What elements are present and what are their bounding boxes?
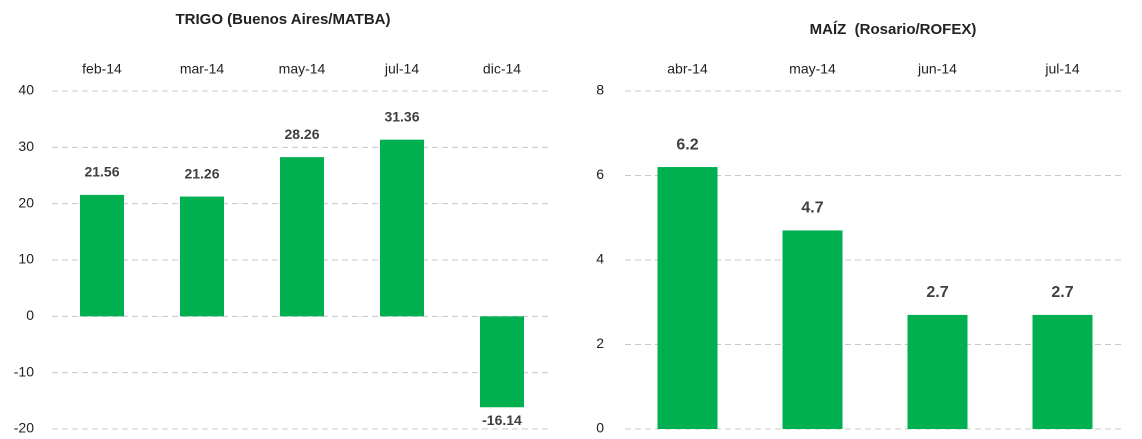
bar bbox=[280, 157, 324, 317]
value-label: 28.26 bbox=[284, 126, 319, 142]
value-label: -16.14 bbox=[482, 412, 522, 428]
value-label: 21.56 bbox=[84, 164, 119, 180]
x-tick-label: jul-14 bbox=[1044, 61, 1079, 77]
y-tick-label: 10 bbox=[18, 251, 34, 267]
y-tick-label: 20 bbox=[18, 194, 34, 210]
x-tick-label: jul-14 bbox=[384, 61, 419, 77]
bar bbox=[782, 230, 843, 429]
y-tick-label: 30 bbox=[18, 138, 34, 154]
value-label: 31.36 bbox=[384, 108, 419, 124]
y-tick-label: 0 bbox=[596, 420, 604, 436]
x-tick-label: may-14 bbox=[789, 61, 836, 77]
bar bbox=[380, 139, 424, 317]
value-label: 21.26 bbox=[184, 165, 219, 181]
x-tick-label: dic-14 bbox=[483, 61, 521, 77]
value-label: 6.2 bbox=[676, 136, 698, 153]
value-label: 2.7 bbox=[1051, 284, 1073, 301]
x-tick-label: jun-14 bbox=[917, 61, 957, 77]
y-tick-label: 8 bbox=[596, 82, 604, 98]
y-tick-label: -10 bbox=[14, 363, 34, 379]
bar bbox=[480, 316, 524, 408]
chart-title: TRIGO (Buenos Aires/MATBA) bbox=[175, 11, 390, 28]
value-label: 2.7 bbox=[926, 284, 948, 301]
chart-title: MAÍZ (Rosario/ROFEX) bbox=[810, 21, 977, 38]
x-tick-label: mar-14 bbox=[180, 61, 225, 77]
y-tick-label: 0 bbox=[26, 307, 34, 323]
y-tick-label: 2 bbox=[596, 335, 604, 351]
x-tick-label: may-14 bbox=[279, 61, 326, 77]
bar bbox=[80, 194, 124, 317]
y-tick-label: 40 bbox=[18, 82, 34, 98]
value-label: 4.7 bbox=[801, 200, 823, 217]
y-tick-label: -20 bbox=[14, 420, 34, 436]
bar bbox=[657, 167, 718, 430]
y-tick-label: 6 bbox=[596, 166, 604, 182]
bar bbox=[1032, 314, 1093, 429]
y-tick-label: 4 bbox=[596, 251, 604, 267]
x-tick-label: feb-14 bbox=[82, 61, 122, 77]
bar bbox=[907, 314, 968, 429]
x-tick-label: abr-14 bbox=[667, 61, 708, 77]
bar bbox=[180, 196, 224, 317]
